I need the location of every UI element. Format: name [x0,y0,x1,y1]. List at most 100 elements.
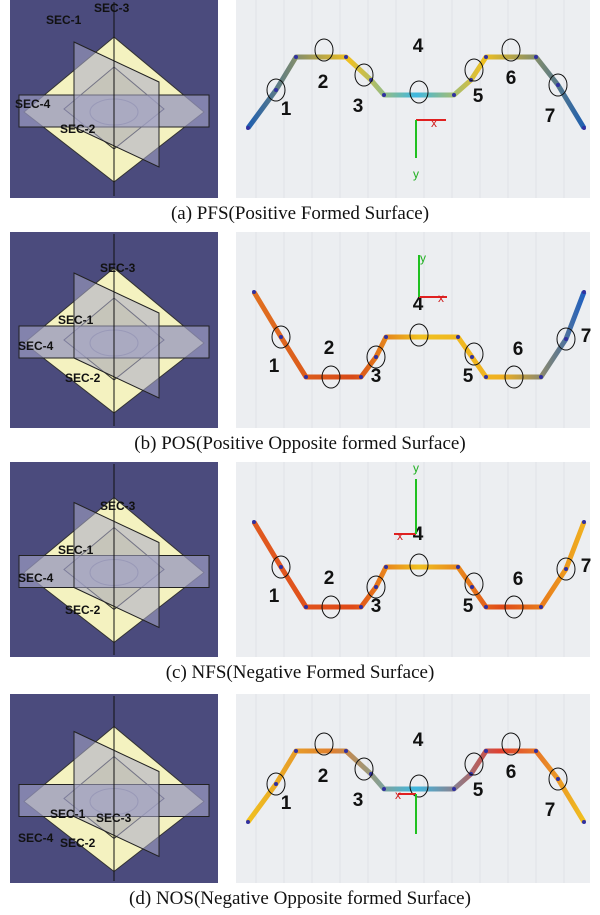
node [564,567,568,571]
node [582,290,586,294]
point-label: 3 [371,366,382,387]
section-label: SEC-2 [60,122,96,136]
profile-background [236,232,590,428]
profile-view: 1234567xy [236,461,591,657]
section-label: SEC-1 [58,313,94,327]
node [484,605,488,609]
node [359,605,363,609]
caption: (a) PFS(Positive Formed Surface) [171,203,429,224]
node [382,93,386,97]
node [246,820,250,824]
node [252,520,256,524]
node [452,93,456,97]
node [456,565,460,569]
caption: (b) POS(Positive Opposite formed Surface… [134,433,465,454]
point-label: 6 [513,569,524,590]
node [582,126,586,130]
section-label: SEC-4 [18,571,54,585]
profile-view: 1234567xy [236,0,590,198]
point-label: 2 [324,338,335,359]
node [304,605,308,609]
point-label: 7 [581,556,592,577]
node [374,585,378,589]
axis-label: x [395,788,401,802]
point-label: 1 [281,793,292,814]
node [582,820,586,824]
node [556,83,560,87]
point-label: 7 [545,800,556,821]
point-label: 2 [324,568,335,589]
point-label: 6 [506,762,517,783]
section-label: SEC-1 [50,807,86,821]
point-label: 1 [269,356,280,377]
node [539,375,543,379]
node [304,375,308,379]
point-label: 1 [269,586,280,607]
node [252,290,256,294]
point-label: 5 [473,86,484,107]
point-label: 2 [318,72,329,93]
caption: (d) NOS(Negative Opposite formed Surface… [129,888,471,909]
point-label: 4 [413,36,424,57]
point-label: 3 [371,596,382,617]
section-label: SEC-4 [18,339,54,353]
point-label: 3 [353,96,364,117]
point-label: 2 [318,766,329,787]
node [374,355,378,359]
node [246,126,250,130]
node [279,565,283,569]
figure: SEC-1SEC-2SEC-3SEC-41234567xy(a) PFS(Pos… [0,0,600,915]
profile-view: 1 2 3 4 5 6 7 x [236,694,590,883]
node [539,605,543,609]
section-label: SEC-4 [18,831,54,845]
model-view: SEC-1 SEC-2 SEC-3 SEC-4 [10,232,218,428]
node [456,335,460,339]
point-label: 7 [581,326,592,347]
axis-label: x [438,291,444,305]
section-label: SEC-2 [65,371,101,385]
node [452,787,456,791]
node [484,749,488,753]
section-label: SEC-3 [96,811,132,825]
point-label: 3 [353,790,364,811]
point-label: 6 [513,339,524,360]
section-label: SEC-3 [100,499,136,513]
node [344,749,348,753]
node [359,375,363,379]
caption: (c) NFS(Negative Formed Surface) [166,662,435,683]
node [564,337,568,341]
panel: SEC-1SEC-2SEC-3SEC-41234567xy(c) NFS(Neg… [10,461,591,683]
node [279,335,283,339]
model-view: SEC-1 SEC-2SEC-3 SEC-4 [10,694,218,883]
node [382,787,386,791]
node [556,777,560,781]
point-label: 4 [413,730,424,751]
node [274,782,278,786]
panel: SEC-1SEC-2SEC-3SEC-41234567xy(a) PFS(Pos… [10,0,590,224]
point-label: 1 [281,99,292,120]
node [484,375,488,379]
axis-label: x [397,529,403,543]
section-label: SEC-1 [58,543,94,557]
section-label: SEC-2 [60,836,96,850]
node [384,335,388,339]
node [534,55,538,59]
node [470,355,474,359]
node [484,55,488,59]
node [534,749,538,753]
profile-background [236,462,590,657]
axis-label: y [413,461,419,475]
section-label: SEC-3 [100,261,136,275]
section-label: SEC-1 [46,13,82,27]
axis-label: x [431,116,437,130]
node [274,88,278,92]
point-label: 5 [473,780,484,801]
node [582,520,586,524]
point-label: 6 [506,68,517,89]
point-label: 5 [463,596,474,617]
section-label: SEC-4 [15,97,51,111]
node [470,585,474,589]
